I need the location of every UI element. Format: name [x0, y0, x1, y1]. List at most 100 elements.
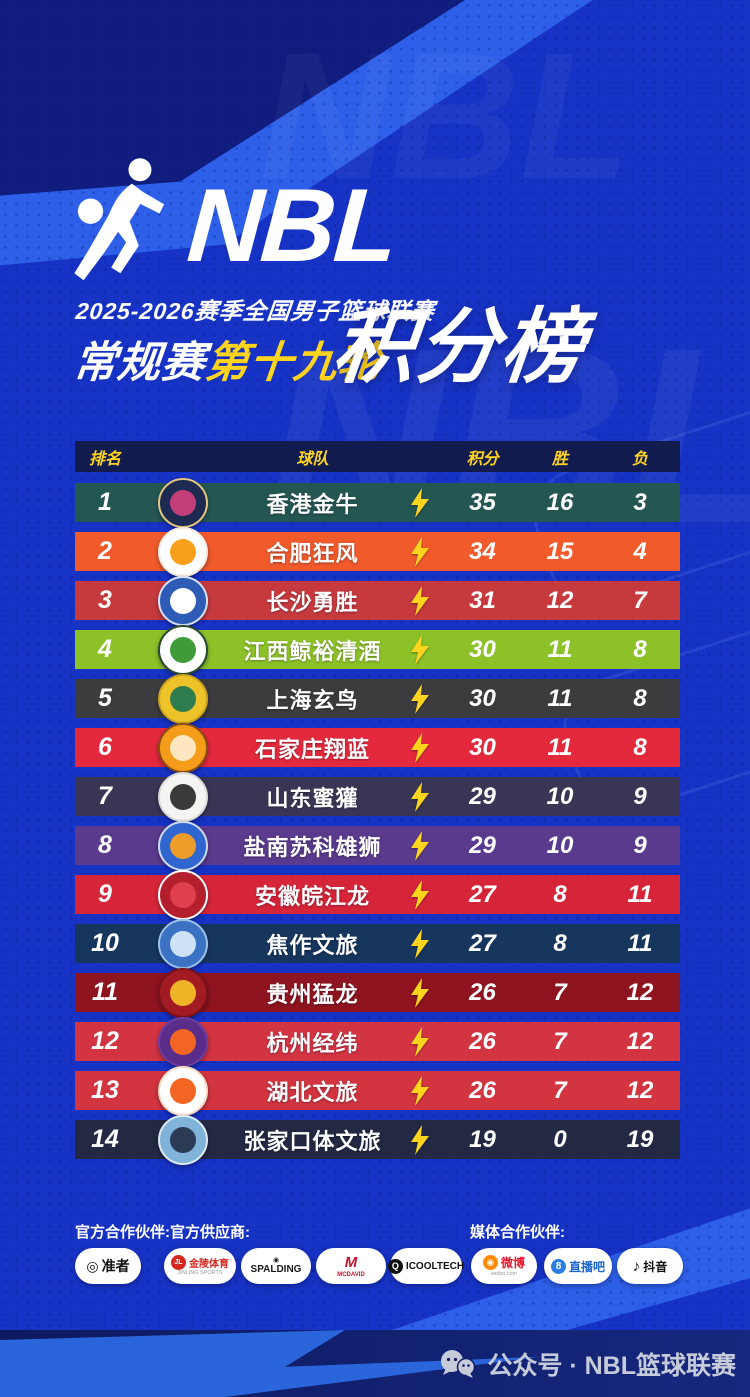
table-row: 12 杭州经纬 26 7 12: [75, 1016, 680, 1067]
logo-icooltech: Q ICOOLTECH: [387, 1248, 464, 1284]
table-row: 8 盐南苏科雄狮 29 10 9: [75, 820, 680, 871]
points-value: 34: [469, 537, 496, 565]
team-logo-core: [169, 1028, 196, 1055]
team-logo-core: [169, 636, 196, 663]
points-value: 19: [469, 1125, 496, 1153]
spalding-label: SPALDING: [250, 1264, 302, 1275]
rank-number: 8: [98, 831, 112, 859]
rank-number: 2: [98, 537, 112, 565]
jinling-sub: JINLING SPORTS: [177, 1270, 223, 1277]
team-logo: [157, 575, 208, 626]
points-value: 31: [469, 586, 496, 614]
partners-label: 官方合作伙伴:: [75, 1224, 170, 1241]
table-row: 7 山东蜜獾 29 10 9: [75, 771, 680, 822]
points-value: 30: [469, 733, 496, 761]
lightning-icon: [395, 585, 445, 616]
team-logo: [157, 1065, 208, 1116]
team-name: 合肥狂风: [266, 540, 359, 566]
team-name: 香港金牛: [266, 491, 359, 517]
team-logo-core: [169, 881, 196, 908]
team-logo: [157, 771, 208, 822]
team-logo-core: [169, 930, 196, 957]
team-logo: [157, 526, 208, 577]
lightning-icon: [395, 830, 445, 861]
zhibo8-icon: 8: [550, 1258, 566, 1274]
jinling-label: 金陵体育: [189, 1259, 229, 1271]
basketball-player-icon: [74, 158, 165, 281]
rank-number: 13: [91, 1076, 119, 1104]
wins-value: 15: [546, 537, 574, 565]
col-rank: 排名: [88, 450, 121, 468]
rank-number: 4: [98, 635, 112, 663]
losses-value: 12: [626, 1027, 654, 1055]
team-logo: [157, 1016, 208, 1067]
douyin-note-icon: ♪: [632, 1257, 641, 1275]
lightning-icon: [395, 1124, 445, 1155]
lightning-icon: [395, 536, 445, 567]
logo-rigorer: ◎ 准者: [75, 1248, 141, 1284]
losses-value: 9: [633, 782, 647, 810]
lightning-icon: [395, 487, 445, 518]
lightning-icon: [395, 634, 445, 665]
table-row: 10 焦作文旅 27 8 11: [75, 918, 680, 969]
team-logo-core: [169, 587, 196, 614]
losses-value: 3: [633, 488, 647, 516]
logo-spalding: ◉ SPALDING: [241, 1248, 311, 1284]
points-value: 29: [469, 782, 496, 810]
team-logo: [157, 967, 208, 1018]
wins-value: 7: [553, 1027, 567, 1055]
logo-douyin: ♪ 抖音: [617, 1248, 683, 1284]
mcdavid-m-icon: M: [344, 1254, 358, 1271]
table-row: 9 安徽皖江龙 27 8 11: [75, 869, 680, 920]
team-name: 山东蜜獾: [266, 785, 359, 811]
rank-number: 9: [98, 880, 112, 908]
wins-value: 12: [546, 586, 574, 614]
nbl-logo: NBL: [66, 156, 400, 294]
jinling-icon: JL: [171, 1255, 186, 1271]
rank-number: 10: [91, 929, 119, 957]
team-name: 江西鲸裕清酒: [243, 638, 382, 664]
team-name: 张家口体文旅: [243, 1128, 382, 1154]
table-row: 11 贵州猛龙 26 7 12: [75, 967, 680, 1018]
team-logo: [157, 869, 208, 920]
zhibo8-label: 直播吧: [568, 1259, 605, 1274]
lightning-icon: [395, 977, 445, 1008]
wins-value: 10: [546, 831, 574, 859]
icooltech-icon: Q: [387, 1258, 403, 1274]
losses-value: 11: [627, 929, 653, 957]
standings-table: 排名 球队 积分 胜 负 1 香港金牛 35 16 3 2 合肥狂风 34 15…: [75, 441, 680, 1169]
table-body: 1 香港金牛 35 16 3 2 合肥狂风 34 15 4 3 长沙勇胜: [75, 477, 680, 1165]
losses-value: 8: [633, 684, 647, 712]
lightning-icon: [395, 781, 445, 812]
spalding-ball-icon: ◉: [272, 1257, 280, 1264]
wins-value: 7: [553, 978, 567, 1006]
logo-zhibo8: 8 直播吧: [544, 1248, 612, 1284]
team-name: 杭州经纬: [266, 1030, 359, 1056]
points-value: 35: [469, 488, 496, 516]
bottom-bar: 公众号 · NBL篮球联赛: [0, 1330, 750, 1397]
wins-value: 16: [546, 488, 574, 516]
team-logo: [157, 918, 208, 969]
table-row: 2 合肥狂风 34 15 4: [75, 526, 680, 577]
wins-value: 10: [546, 782, 574, 810]
points-value: 26: [469, 978, 496, 1006]
team-logo-core: [169, 832, 196, 859]
lightning-icon: [395, 1026, 445, 1057]
points-value: 26: [469, 1027, 496, 1055]
team-logo: [157, 820, 208, 871]
wins-value: 0: [553, 1125, 567, 1153]
table-row: 1 香港金牛 35 16 3: [75, 477, 680, 528]
losses-value: 12: [626, 978, 654, 1006]
points-value: 29: [469, 831, 496, 859]
wechat-account: 公众号 · NBL篮球联赛: [439, 1330, 736, 1397]
table-row: 5 上海玄鸟 30 11 8: [75, 673, 680, 724]
team-logo-core: [169, 1077, 196, 1104]
col-points: 积分: [466, 450, 499, 468]
team-logo-core: [169, 783, 196, 810]
team-name: 焦作文旅: [266, 932, 359, 958]
logo-jinling-sports: JL 金陵体育 JINLING SPORTS: [164, 1248, 236, 1284]
logo-mcdavid: M MCDAVID: [316, 1248, 386, 1284]
weibo-sub: weibo.com: [490, 1271, 518, 1278]
col-team: 球队: [296, 450, 329, 468]
table-row: 13 湖北文旅 26 7 12: [75, 1065, 680, 1116]
